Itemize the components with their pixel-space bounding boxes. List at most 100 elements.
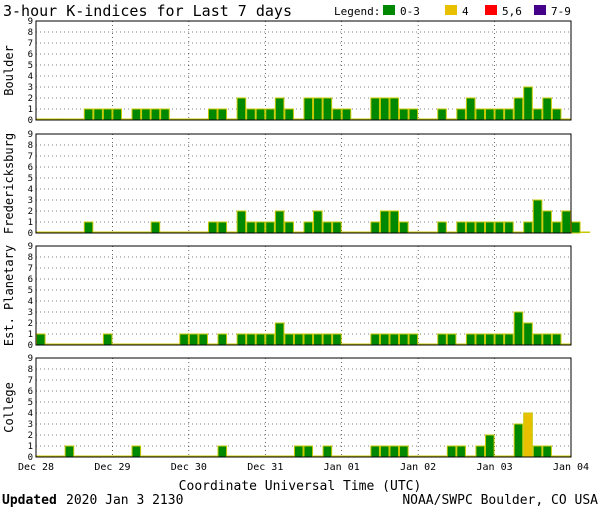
bar xyxy=(36,231,46,233)
bar xyxy=(523,86,533,121)
bar xyxy=(227,118,237,120)
legend-swatch-2 xyxy=(485,5,497,15)
bar xyxy=(150,221,161,234)
bar xyxy=(227,231,237,233)
bar xyxy=(475,333,486,346)
bar xyxy=(74,118,84,120)
legend-label: Legend: xyxy=(334,5,380,18)
bar xyxy=(370,333,380,346)
bar xyxy=(83,343,94,345)
bar xyxy=(379,97,390,121)
bar xyxy=(532,445,543,458)
bar xyxy=(293,445,304,458)
bar xyxy=(456,221,466,234)
bar xyxy=(399,221,409,234)
bar xyxy=(160,231,170,233)
bar xyxy=(532,199,543,234)
bar xyxy=(265,221,275,234)
bar xyxy=(456,445,466,458)
bar xyxy=(542,210,552,234)
x-tick-label: Jan 03 xyxy=(477,462,513,473)
bar xyxy=(141,108,151,121)
bar xyxy=(494,221,505,234)
bar xyxy=(437,455,447,457)
bar xyxy=(408,455,419,457)
bar xyxy=(121,343,132,345)
bar xyxy=(542,97,552,121)
bar xyxy=(55,118,65,120)
bar xyxy=(112,343,122,345)
station-label: College xyxy=(2,382,16,433)
bar xyxy=(446,333,457,346)
bar xyxy=(465,221,476,234)
bar xyxy=(131,231,142,233)
y-tick-label: 6 xyxy=(28,275,33,285)
x-tick-label: Dec 30 xyxy=(171,462,207,473)
bar xyxy=(83,221,94,234)
y-tick-label: 6 xyxy=(28,50,33,60)
bar xyxy=(313,333,323,346)
bar xyxy=(303,333,314,346)
bar xyxy=(351,343,361,345)
y-tick-label: 7 xyxy=(28,39,33,49)
source-credit: NOAA/SWPC Boulder, CO USA xyxy=(402,493,598,508)
bar xyxy=(532,108,543,121)
y-tick-label: 9 xyxy=(28,242,33,252)
bar xyxy=(341,455,352,457)
bar xyxy=(418,455,428,457)
bar xyxy=(121,455,132,457)
bar xyxy=(465,333,476,346)
bar xyxy=(303,445,314,458)
bar xyxy=(418,343,428,345)
bar xyxy=(427,118,438,120)
bar xyxy=(504,108,514,121)
bar xyxy=(64,343,75,345)
y-tick-label: 8 xyxy=(28,253,33,263)
bar xyxy=(102,231,113,233)
x-tick-label: Jan 04 xyxy=(553,462,589,473)
bar xyxy=(370,221,380,234)
bar xyxy=(341,108,352,121)
bar xyxy=(542,333,552,346)
bar xyxy=(475,221,486,234)
bar xyxy=(217,221,228,234)
bar xyxy=(141,231,151,233)
y-tick-label: 2 xyxy=(28,207,33,217)
bar xyxy=(55,455,65,457)
updated-label: Updated xyxy=(2,493,57,508)
bar xyxy=(437,333,447,346)
y-tick-label: 2 xyxy=(28,94,33,104)
bar xyxy=(313,97,323,121)
bar xyxy=(360,231,371,233)
bar xyxy=(93,343,103,345)
legend-swatch-0 xyxy=(383,5,395,15)
bar xyxy=(379,445,390,458)
bar xyxy=(83,108,94,121)
bar xyxy=(160,343,170,345)
bar xyxy=(399,333,409,346)
x-tick-label: Jan 01 xyxy=(324,462,360,473)
y-tick-label: 9 xyxy=(28,130,33,140)
bar xyxy=(207,343,218,345)
bar xyxy=(475,108,486,121)
bar xyxy=(255,455,266,457)
bar xyxy=(322,445,333,458)
bar xyxy=(379,210,390,234)
y-tick-label: 1 xyxy=(28,105,33,115)
legend-swatch-3 xyxy=(534,5,546,15)
bar xyxy=(427,455,438,457)
bar xyxy=(179,231,189,233)
bar xyxy=(284,333,294,346)
bar xyxy=(236,333,247,346)
bar xyxy=(494,455,505,457)
bar xyxy=(551,455,562,457)
y-tick-label: 4 xyxy=(28,185,33,195)
bar xyxy=(485,108,495,121)
bar xyxy=(332,108,342,121)
bar xyxy=(513,311,524,346)
bar xyxy=(293,118,304,120)
y-tick-label: 0 xyxy=(28,116,33,126)
